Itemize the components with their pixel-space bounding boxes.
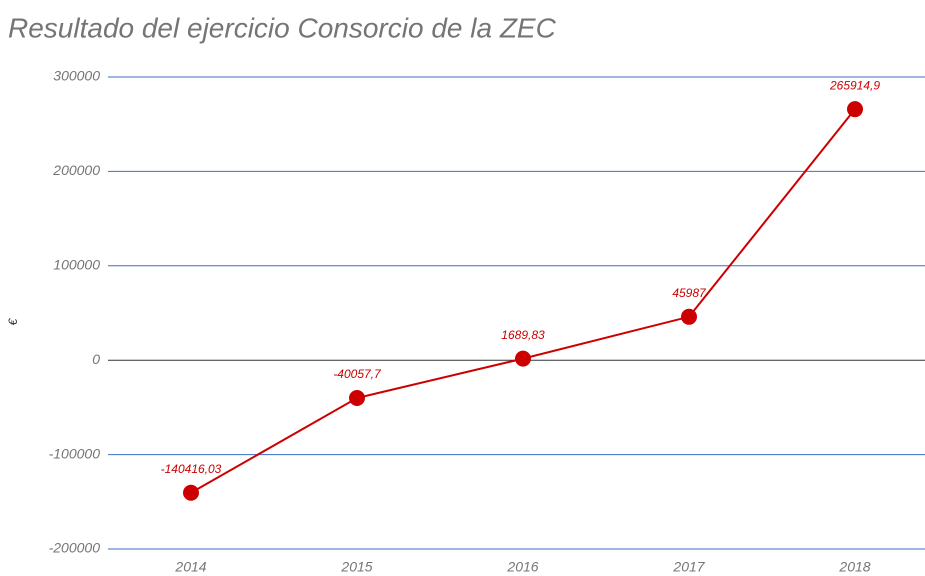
data-point: [183, 484, 199, 501]
y-tick-label: -100000: [49, 445, 101, 461]
data-label: 45987: [672, 286, 707, 300]
x-tick-label: 2015: [340, 559, 372, 575]
data-label: -140416,03: [161, 462, 222, 476]
y-axis-label: €: [6, 317, 20, 325]
x-tick-label: 2017: [672, 559, 705, 575]
data-label: 1689,83: [501, 328, 545, 342]
data-point: [515, 350, 531, 367]
data-line: [190, 108, 856, 494]
data-point: [349, 390, 365, 407]
y-tick-label: 200000: [52, 162, 100, 178]
y-tick-label: 300000: [53, 68, 100, 84]
chart-title: Resultado del ejercicio Consorcio de la …: [8, 12, 557, 43]
data-point: [681, 308, 697, 325]
x-tick-label: 2018: [838, 559, 870, 575]
data-point: [847, 101, 863, 118]
y-tick-label: 100000: [53, 257, 100, 273]
data-label: -40057,7: [333, 367, 382, 381]
y-tick-label: 0: [92, 351, 100, 367]
data-label: 265914,9: [829, 78, 880, 92]
x-tick-label: 2016: [506, 559, 538, 575]
x-tick-label: 2014: [174, 559, 206, 575]
y-tick-label: -200000: [49, 540, 101, 556]
